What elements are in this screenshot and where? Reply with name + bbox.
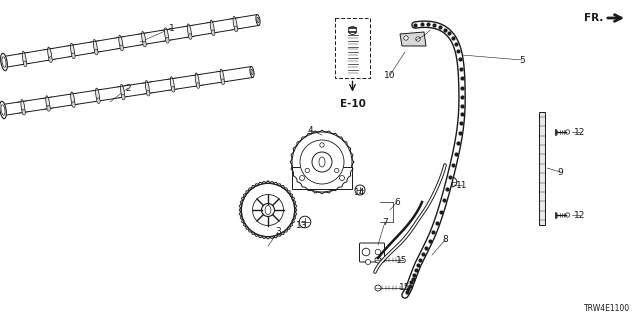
Ellipse shape [120, 84, 125, 99]
Ellipse shape [21, 100, 25, 114]
Text: 7: 7 [382, 218, 388, 227]
Ellipse shape [170, 77, 174, 92]
Bar [540, 112, 545, 225]
Circle shape [262, 204, 275, 217]
Ellipse shape [172, 86, 175, 92]
Circle shape [375, 249, 381, 255]
Text: 10: 10 [384, 70, 396, 79]
Ellipse shape [24, 61, 27, 67]
Circle shape [300, 140, 344, 184]
Ellipse shape [195, 73, 199, 88]
Ellipse shape [147, 90, 150, 96]
Circle shape [416, 37, 420, 41]
Text: 3: 3 [275, 228, 281, 236]
Circle shape [241, 183, 294, 236]
Ellipse shape [221, 79, 225, 84]
Ellipse shape [211, 30, 215, 36]
Ellipse shape [72, 102, 76, 108]
Text: 5: 5 [519, 55, 525, 65]
Text: 9: 9 [557, 167, 563, 177]
Ellipse shape [122, 94, 125, 100]
Circle shape [355, 185, 365, 195]
Text: FR.: FR. [584, 13, 603, 23]
Circle shape [447, 177, 457, 187]
Circle shape [335, 168, 339, 173]
Ellipse shape [145, 81, 149, 95]
Text: 2: 2 [125, 84, 131, 92]
Ellipse shape [22, 109, 26, 115]
Ellipse shape [47, 47, 52, 62]
Circle shape [404, 36, 408, 40]
Ellipse shape [1, 53, 8, 71]
Ellipse shape [196, 83, 200, 88]
Ellipse shape [188, 24, 191, 39]
Ellipse shape [141, 31, 146, 46]
Polygon shape [400, 32, 426, 46]
Ellipse shape [72, 53, 75, 59]
Circle shape [349, 27, 356, 35]
Text: 1: 1 [169, 23, 175, 33]
Ellipse shape [93, 39, 97, 54]
Text: 11: 11 [456, 180, 468, 189]
Ellipse shape [210, 20, 214, 35]
Ellipse shape [0, 101, 6, 119]
Circle shape [292, 132, 352, 192]
Circle shape [319, 175, 324, 180]
Ellipse shape [233, 16, 237, 31]
Ellipse shape [47, 106, 51, 111]
Circle shape [300, 175, 305, 180]
Ellipse shape [234, 26, 237, 32]
Circle shape [312, 152, 332, 172]
Circle shape [362, 248, 370, 256]
Circle shape [365, 260, 371, 265]
FancyBboxPatch shape [292, 167, 352, 189]
Ellipse shape [143, 41, 147, 47]
Text: TRW4E1100: TRW4E1100 [584, 304, 630, 313]
Ellipse shape [22, 51, 26, 66]
Text: 15: 15 [399, 284, 411, 292]
Ellipse shape [119, 35, 123, 50]
Text: 12: 12 [574, 211, 586, 220]
Text: 14: 14 [355, 188, 365, 196]
Ellipse shape [166, 37, 169, 43]
Circle shape [320, 143, 324, 147]
Text: E-10: E-10 [340, 99, 365, 108]
Ellipse shape [95, 49, 98, 55]
Ellipse shape [95, 88, 100, 103]
Ellipse shape [70, 92, 75, 107]
Circle shape [565, 130, 570, 134]
Circle shape [253, 195, 284, 226]
Ellipse shape [49, 57, 52, 62]
Circle shape [300, 216, 311, 228]
Text: 13: 13 [296, 220, 308, 229]
Ellipse shape [70, 43, 75, 58]
Text: 15: 15 [396, 255, 408, 265]
Text: 6: 6 [394, 197, 400, 206]
Ellipse shape [256, 15, 260, 25]
Text: 4: 4 [307, 125, 313, 134]
Circle shape [375, 285, 381, 291]
Bar [335, 18, 370, 78]
Ellipse shape [164, 28, 168, 43]
Circle shape [339, 175, 344, 180]
Text: 12: 12 [574, 127, 586, 137]
Ellipse shape [46, 96, 50, 111]
Ellipse shape [250, 67, 254, 77]
Ellipse shape [97, 98, 100, 104]
Ellipse shape [220, 69, 224, 84]
Text: 8: 8 [442, 236, 448, 244]
Circle shape [375, 257, 381, 263]
Ellipse shape [189, 34, 192, 39]
FancyBboxPatch shape [360, 243, 385, 262]
Ellipse shape [120, 45, 124, 51]
Circle shape [565, 213, 570, 217]
Circle shape [305, 168, 310, 173]
